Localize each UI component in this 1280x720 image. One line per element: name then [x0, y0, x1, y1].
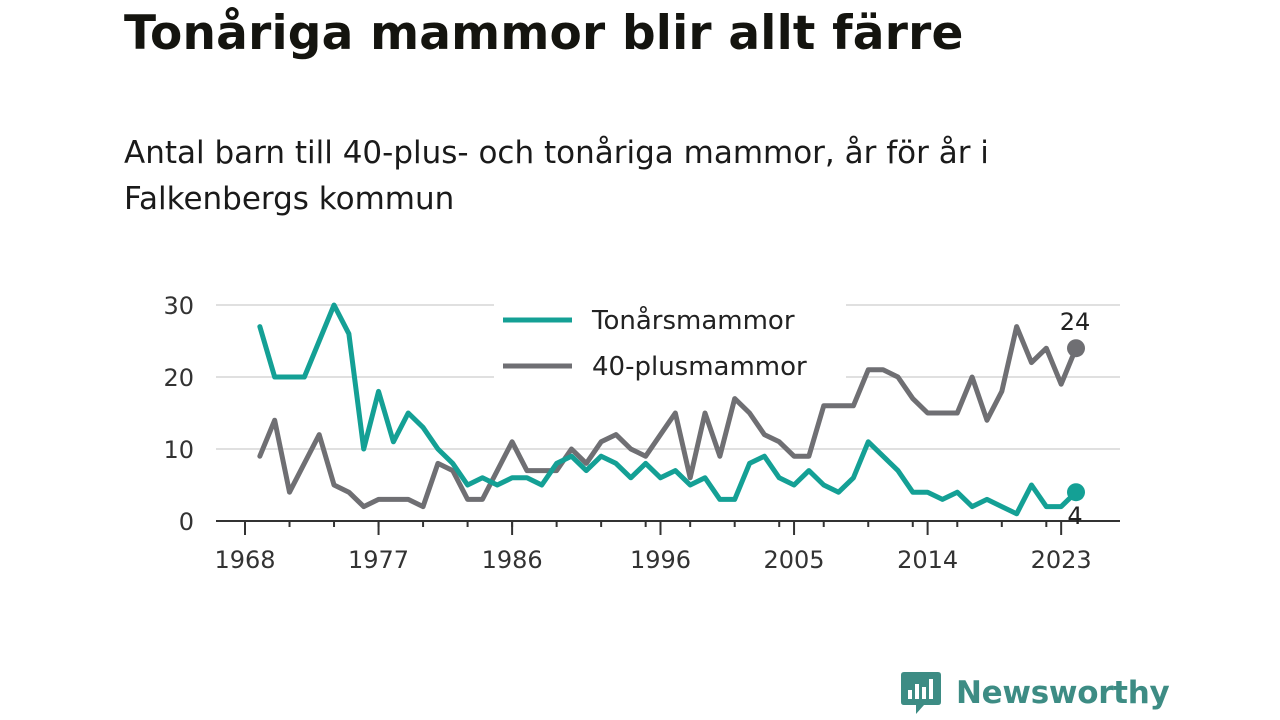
- series-endpoint-tonarsmammor: [1067, 483, 1085, 502]
- legend: Tonårsmammor 40-plusmammor: [494, 296, 846, 382]
- x-tick-label-1977: 1977: [348, 546, 409, 574]
- end-labels: 24 4: [1060, 308, 1091, 530]
- x-axis: 1968 1977 1986 1996 2005 2014 2023: [214, 520, 1120, 574]
- x-tick-label-1968: 1968: [214, 546, 275, 574]
- brand-logo: Newsworthy: [900, 668, 1170, 718]
- x-tick-label-2014: 2014: [897, 546, 958, 574]
- end-label-40-plusmammor: 24: [1060, 308, 1091, 336]
- line-chart: 0 10 20 30 1968 1977 1986 1996 2005 2014 2023 Ton…: [163, 292, 1120, 574]
- end-label-tonarsmammor: 4: [1067, 502, 1082, 530]
- x-tick-label-1986: 1986: [482, 546, 543, 574]
- x-tick-label-1996: 1996: [630, 546, 691, 574]
- y-tick-label-20: 20: [163, 364, 194, 392]
- series-line-tonarsmammor: [257, 302, 1079, 517]
- chart-title: Tonåriga mammor blir allt färre: [124, 6, 964, 61]
- chart-subtitle: Antal barn till 40-plus- och tonåriga ma…: [124, 135, 989, 217]
- y-tick-label-0: 0: [179, 508, 194, 536]
- data-series: [257, 302, 1085, 517]
- legend-label-40-plusmammor: 40-plusmammor: [592, 352, 807, 382]
- y-tick-label-10: 10: [163, 436, 194, 464]
- y-axis-ticks: 0 10 20 30: [163, 292, 194, 536]
- series-line-40-plusmammor: [257, 324, 1079, 510]
- y-tick-label-30: 30: [163, 292, 194, 320]
- x-tick-label-2005: 2005: [764, 546, 825, 574]
- series-endpoint-40-plusmammor: [1067, 339, 1085, 358]
- brand-name: Newsworthy: [956, 675, 1170, 711]
- legend-label-tonarsmammor: Tonårsmammor: [591, 305, 795, 336]
- newsworthy-logo-icon: [901, 672, 941, 714]
- x-tick-label-2023: 2023: [1031, 546, 1092, 574]
